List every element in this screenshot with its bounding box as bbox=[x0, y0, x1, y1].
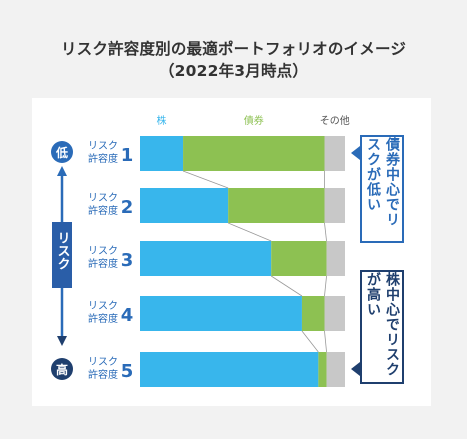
category-label-line1: リスク bbox=[88, 192, 118, 204]
bar-segment-stock-1 bbox=[140, 136, 184, 171]
chart-subtitle: （2022年3月時点） bbox=[158, 62, 309, 80]
category-number: 2 bbox=[121, 197, 134, 218]
category-number: 3 bbox=[121, 250, 134, 271]
note-stock-pointer-icon bbox=[351, 362, 360, 376]
connector-stock-bond-1 bbox=[182, 170, 229, 189]
connector-stock-bond-4 bbox=[301, 330, 319, 353]
note-bond-pointer-icon bbox=[351, 146, 360, 160]
bar-segment-bond-3 bbox=[271, 241, 327, 276]
bar-segment-bond-1 bbox=[183, 136, 325, 171]
category-label-line1: リスク bbox=[88, 245, 118, 257]
risk-high-label: 高 bbox=[56, 362, 68, 377]
bar-segment-stock-2 bbox=[140, 188, 229, 223]
category-number: 1 bbox=[121, 145, 134, 166]
risk-axis-down-arrow-icon bbox=[57, 336, 67, 346]
connector-bond-other-4 bbox=[324, 330, 327, 353]
risk-axis-label: リスク bbox=[55, 231, 71, 270]
connector-bond-other-2 bbox=[324, 222, 327, 242]
risk-low-label: 低 bbox=[55, 145, 68, 160]
category-label-line1: リスク bbox=[88, 300, 118, 312]
legend-bond: 債券 bbox=[244, 114, 264, 127]
bar-segment-bond-5 bbox=[318, 352, 327, 387]
risk-high-circle bbox=[51, 358, 73, 380]
category-label-line1: リスク bbox=[88, 140, 118, 152]
bar-segment-other-3 bbox=[326, 241, 345, 276]
category-label-line2: 許容度 bbox=[88, 152, 118, 165]
category-label-line2: 許容度 bbox=[88, 312, 118, 325]
bar-segment-stock-4 bbox=[140, 296, 302, 331]
note-stock-text: 株中心でリスクが高い bbox=[365, 272, 400, 377]
category-label-line2: 許容度 bbox=[88, 257, 118, 270]
chart-title: リスク許容度別の最適ポートフォリオのイメージ bbox=[60, 40, 407, 58]
risk-axis-label-box bbox=[52, 222, 72, 288]
legend-other: その他 bbox=[320, 114, 350, 127]
bar-segment-other-1 bbox=[324, 136, 345, 171]
bar-segment-bond-4 bbox=[301, 296, 325, 331]
bar-segment-other-2 bbox=[324, 188, 345, 223]
connector-stock-bond-3 bbox=[270, 275, 303, 297]
category-label-line2: 許容度 bbox=[88, 368, 118, 381]
category-number: 5 bbox=[121, 361, 134, 382]
bar-segment-stock-3 bbox=[140, 241, 272, 276]
category-label-line2: 許容度 bbox=[88, 204, 118, 217]
bar-segment-other-5 bbox=[326, 352, 345, 387]
category-number: 4 bbox=[121, 305, 134, 326]
bar-segment-stock-5 bbox=[140, 352, 319, 387]
note-bond-text: 債券中心でリスクが低い bbox=[365, 137, 400, 227]
bar-segment-other-4 bbox=[324, 296, 345, 331]
category-label-line1: リスク bbox=[88, 356, 118, 368]
legend-stock: 株 bbox=[157, 114, 167, 127]
bar-segment-bond-2 bbox=[228, 188, 325, 223]
risk-low-circle bbox=[51, 141, 73, 163]
note-stock-centered: 株中心でリスクが高い bbox=[360, 270, 404, 384]
connector-stock-bond-2 bbox=[227, 222, 272, 242]
note-bond-centered: 債券中心でリスクが低い bbox=[360, 135, 404, 243]
connector-bond-other-3 bbox=[324, 275, 327, 297]
risk-axis-up-arrow-icon bbox=[57, 166, 67, 176]
